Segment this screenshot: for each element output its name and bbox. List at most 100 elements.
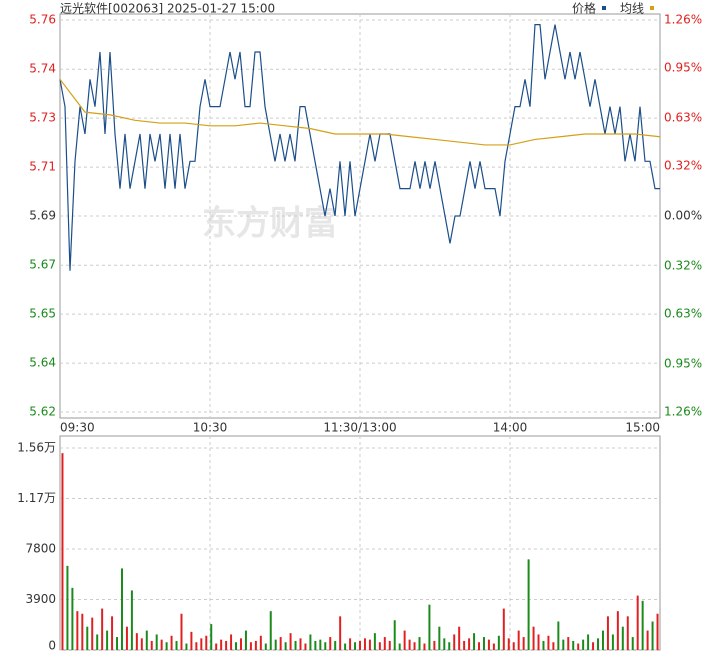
volume-bar bbox=[116, 637, 119, 650]
x-tick-label: 14:00 bbox=[493, 421, 528, 435]
y2-tick-label: 1.26% bbox=[664, 405, 702, 419]
volume-bar bbox=[155, 634, 158, 650]
volume-bar bbox=[230, 634, 233, 650]
volume-bar bbox=[616, 611, 619, 650]
volume-bar bbox=[309, 634, 312, 650]
y2-tick-label: 0.00% bbox=[664, 209, 702, 223]
volume-bar bbox=[180, 613, 183, 650]
volume-bar bbox=[577, 643, 580, 650]
volume-bar bbox=[582, 639, 585, 650]
volume-bar bbox=[478, 642, 480, 650]
volume-bar bbox=[448, 642, 451, 650]
volume-bar bbox=[334, 640, 337, 650]
volume-bar bbox=[408, 639, 411, 650]
watermark: 东方财富 bbox=[202, 204, 338, 244]
y2-tick-label: 0.63% bbox=[664, 111, 702, 125]
y-tick-label: 5.65 bbox=[29, 307, 56, 321]
volume-bar bbox=[160, 639, 163, 650]
volume-bar bbox=[522, 637, 525, 650]
x-tick-label: 15:00 bbox=[625, 421, 660, 435]
y-tick-label: 5.69 bbox=[29, 209, 56, 223]
volume-bar bbox=[235, 642, 238, 650]
volume-bar bbox=[344, 643, 347, 650]
y2-tick-label: 0.95% bbox=[664, 356, 702, 370]
y2-tick-label: 0.63% bbox=[664, 307, 702, 321]
legend-label: 均线 bbox=[620, 2, 644, 16]
volume-bar bbox=[373, 633, 376, 650]
volume-bar bbox=[413, 642, 416, 650]
y2-tick-label: 1.26% bbox=[664, 13, 702, 27]
volume-bar bbox=[587, 634, 590, 650]
y-tick-label: 0 bbox=[48, 639, 56, 653]
volume-bar bbox=[61, 453, 64, 650]
volume-bar bbox=[631, 637, 634, 650]
volume-bar bbox=[249, 642, 252, 650]
volume-bar bbox=[140, 638, 143, 650]
volume-bar bbox=[130, 590, 133, 650]
volume-bar bbox=[656, 613, 659, 650]
volume-bar bbox=[542, 640, 545, 650]
volume-bar bbox=[527, 559, 530, 650]
volume-bar bbox=[299, 638, 302, 650]
x-tick-label: 09:30 bbox=[60, 421, 95, 435]
volume-bar bbox=[150, 640, 153, 650]
volume-bar bbox=[463, 640, 466, 650]
volume-bar bbox=[512, 642, 515, 650]
y-tick-label: 3900 bbox=[25, 592, 56, 606]
volume-bar bbox=[368, 639, 371, 650]
volume-bar bbox=[349, 638, 352, 650]
volume-bar bbox=[572, 640, 575, 650]
volume-bar bbox=[165, 642, 168, 650]
volume-bar bbox=[175, 640, 178, 650]
series-line bbox=[59, 24, 660, 271]
x-tick-label: 10:30 bbox=[193, 421, 228, 435]
x-tick-label: 11:30/13:00 bbox=[323, 421, 396, 435]
y-tick-label: 5.71 bbox=[29, 160, 56, 174]
volume-bar bbox=[319, 639, 322, 650]
volume-bar bbox=[428, 604, 431, 650]
volume-bar bbox=[532, 626, 535, 650]
volume-bar bbox=[225, 640, 228, 650]
volume-bar bbox=[244, 630, 247, 650]
volume-bar bbox=[641, 600, 644, 650]
volume-bar bbox=[537, 634, 540, 650]
volume-bar bbox=[324, 642, 327, 650]
volume-bar bbox=[567, 637, 570, 650]
volume-bar bbox=[611, 634, 614, 650]
volume-bar bbox=[111, 616, 114, 650]
volume-bar bbox=[487, 639, 490, 650]
volume-bar bbox=[190, 631, 193, 650]
volume-bar bbox=[359, 640, 361, 650]
volume-bar bbox=[269, 611, 272, 650]
volume-bar bbox=[329, 637, 332, 650]
y-tick-label: 1.56万 bbox=[17, 441, 56, 455]
volume-bar bbox=[438, 626, 441, 650]
volume-bar bbox=[378, 642, 381, 650]
series-line bbox=[59, 78, 661, 146]
volume-bar bbox=[393, 620, 396, 650]
volume-bar bbox=[240, 638, 242, 650]
y-tick-label: 5.67 bbox=[29, 258, 56, 272]
volume-bar bbox=[354, 642, 357, 650]
volume-bar bbox=[363, 638, 366, 650]
volume-bar bbox=[220, 639, 223, 650]
volume-bar bbox=[453, 634, 456, 650]
volume-bar bbox=[215, 643, 218, 650]
volume-bar bbox=[71, 587, 74, 650]
volume-bar bbox=[66, 565, 69, 650]
y2-tick-label: 0.95% bbox=[664, 61, 702, 75]
legend-label: 价格 bbox=[572, 1, 596, 16]
volume-bar bbox=[388, 640, 391, 650]
volume-bar bbox=[339, 616, 342, 650]
volume-bar bbox=[120, 568, 123, 650]
volume-bar bbox=[304, 643, 307, 650]
volume-bar bbox=[601, 630, 604, 650]
volume-bar bbox=[101, 608, 104, 650]
volume-bar bbox=[81, 613, 84, 650]
volume-bar bbox=[264, 643, 267, 650]
volume-bar bbox=[468, 638, 471, 650]
volume-bar bbox=[294, 640, 297, 650]
volume-bar bbox=[284, 642, 287, 650]
legend-swatch bbox=[602, 6, 606, 10]
